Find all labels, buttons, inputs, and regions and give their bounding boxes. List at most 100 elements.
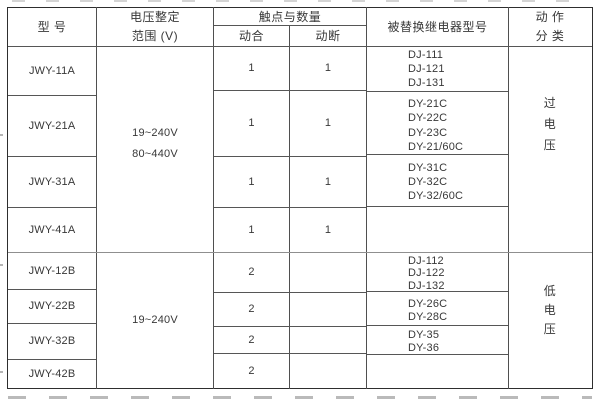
grid-line [8, 323, 96, 324]
replaced-relay-cell: DY-35 DY-36 [367, 327, 508, 356]
replaced-relay-cell-empty [367, 354, 508, 388]
header-voltage-range: 电压整定 范围 (V) [97, 7, 213, 46]
voltage-range-lines: 19~240V 80~440V [132, 123, 178, 165]
grid-line [8, 207, 96, 208]
contact-no-cell: 2 [248, 303, 255, 315]
relay-model: DY-26C [408, 298, 448, 310]
relay-model: DY-32C [408, 176, 448, 188]
grid-line [8, 156, 96, 157]
grid-line [213, 7, 214, 389]
cutoff-text-left [0, 134, 3, 136]
voltage-line: 19~240V [132, 127, 178, 139]
header-voltage-line2: 范围 (V) [131, 28, 179, 43]
grid-line [508, 7, 509, 389]
grid-line [367, 91, 508, 92]
grid-line [96, 7, 97, 389]
grid-line [214, 326, 366, 327]
relay-model: DY-28C [408, 311, 448, 323]
replaced-relay-cell: DY-26C DY-28C [367, 294, 508, 328]
relay-model: DY-21C [408, 97, 448, 110]
grid-line [214, 207, 366, 208]
relay-model: DJ-111 [408, 48, 444, 61]
contact-no-cell: 1 [248, 117, 255, 129]
voltage-line: 80~440V [132, 148, 178, 160]
header-voltage-line1: 电压整定 [129, 9, 180, 24]
relay-model: DY-21/60C [408, 141, 464, 153]
header-contacts: 触点与数量 [258, 9, 322, 24]
action-class-cell-undervoltage: 低 电 压 [509, 252, 591, 388]
grid-line [367, 325, 508, 326]
replaced-relay-cell-empty [367, 206, 508, 252]
relay-model: DJ-121 [408, 62, 445, 75]
grid-line [214, 292, 366, 293]
cutoff-text-left [0, 264, 3, 266]
header-model: 型 号 [37, 20, 67, 34]
header-action-line2: 分 类 [535, 28, 565, 43]
grid-line [214, 90, 366, 91]
grid-line [367, 291, 508, 292]
replaced-relay-cell: DY-31C DY-32C DY-32/60C [367, 156, 508, 208]
header-replaced-relay: 被替换继电器型号 [387, 20, 488, 34]
relay-model: DY-32/60C [408, 190, 464, 202]
contact-no-cell: 1 [248, 223, 255, 236]
action-class-cell-overvoltage: 过 电 压 [509, 46, 591, 252]
grid-line [367, 354, 508, 355]
model-cell-jwy-41a: JWY-41A [28, 223, 76, 236]
action-char: 电 [543, 303, 557, 317]
contact-nc-cell: 1 [324, 62, 332, 74]
contact-nc-cell: 1 [324, 223, 332, 236]
relay-model: DY-31C [408, 162, 448, 174]
header-contact-nc: 动断 [315, 29, 341, 43]
header-contact-no: 动合 [238, 29, 264, 43]
relay-model: DJ-122 [408, 267, 445, 280]
relay-model: DJ-112 [408, 254, 444, 267]
cutoff-text-bottom [8, 396, 592, 399]
replaced-relay-cell: DJ-111 DJ-121 DJ-131 [367, 46, 508, 91]
action-char: 过 [543, 96, 557, 110]
action-char: 低 [543, 284, 557, 298]
action-char: 压 [543, 138, 557, 152]
relay-model: DY-23C [408, 126, 448, 139]
grid-line [214, 353, 366, 354]
action-char: 压 [543, 322, 557, 336]
grid-line [214, 25, 366, 26]
grid-line [8, 289, 96, 290]
grid-line [8, 359, 96, 360]
replaced-relay-cell: DY-21C DY-22C DY-23C DY-21/60C [367, 94, 508, 157]
voltage-range-cell-group-b: 19~240V [97, 252, 213, 388]
relay-model: DJ-131 [408, 76, 445, 89]
table-outer-border [7, 7, 593, 389]
contact-nc-cell: 1 [324, 117, 332, 129]
model-cell-jwy-21a: JWY-21A [28, 119, 76, 132]
contact-no-cell: 2 [248, 364, 255, 377]
group-separator-line [8, 252, 592, 253]
replaced-relay-cell: DJ-112 DJ-122 DJ-132 [367, 254, 508, 293]
grid-line [366, 7, 367, 389]
action-char: 电 [543, 117, 557, 131]
header-action-line1: 动 作 [535, 9, 565, 24]
grid-line [367, 154, 508, 155]
contact-nc-cell: 1 [324, 175, 332, 188]
voltage-line: 19~240V [132, 314, 178, 326]
grid-line [367, 206, 508, 207]
model-cell-jwy-12b: JWY-12B [28, 264, 76, 277]
grid-line [8, 95, 96, 96]
relay-model: DY-36 [408, 341, 440, 354]
model-cell-jwy-31a: JWY-31A [28, 175, 76, 188]
relay-model: DY-22C [408, 112, 448, 124]
contact-no-cell: 2 [248, 333, 255, 346]
relay-model: DY-35 [408, 328, 440, 341]
grid-line [214, 156, 366, 157]
model-cell-jwy-32b: JWY-32B [28, 335, 76, 347]
model-cell-jwy-11a: JWY-11A [28, 64, 76, 77]
contact-no-cell: 1 [248, 62, 255, 74]
model-cell-jwy-22b: JWY-22B [28, 300, 76, 312]
model-cell-jwy-42b: JWY-42B [28, 367, 76, 380]
voltage-range-cell-group-a: 19~240V 80~440V [97, 46, 213, 252]
cutoff-text-left [0, 371, 3, 373]
header-action-class: 动 作 分 类 [509, 7, 591, 46]
contact-no-cell: 1 [248, 175, 255, 188]
grid-line [8, 46, 592, 47]
contact-no-cell: 2 [248, 266, 255, 278]
